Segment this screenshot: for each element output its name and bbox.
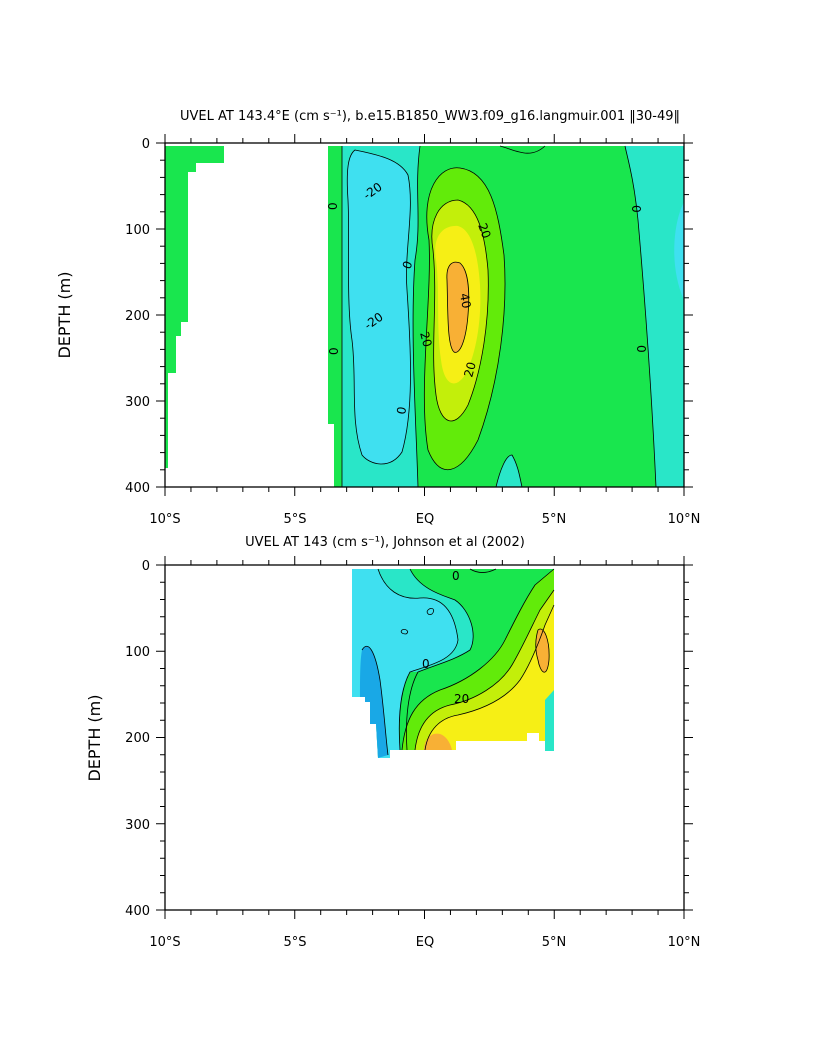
contour-line bbox=[361, 645, 389, 756]
panel-model-title: UVEL AT 143.4°E (cm s⁻¹), b.e15.B1850_WW… bbox=[180, 109, 680, 124]
x-tick-label: 5°S bbox=[283, 935, 306, 950]
y-tick-label: 200 bbox=[125, 309, 150, 324]
land-edge-fill-left bbox=[165, 146, 224, 468]
contour-label: 20 bbox=[461, 360, 478, 378]
obs-blue-core bbox=[360, 646, 388, 758]
contour-line bbox=[400, 629, 409, 635]
contour-line bbox=[346, 149, 411, 465]
panel-model-y-tick-labels: 0 100 200 300 400 bbox=[125, 137, 150, 496]
contour-line bbox=[401, 568, 555, 751]
model-cyan-east-core bbox=[674, 202, 684, 300]
panel-obs-contour-labels: 0 0 20 bbox=[422, 569, 469, 706]
contour-label: 0 bbox=[629, 205, 643, 213]
contour-label: 40 bbox=[457, 292, 473, 309]
y-tick-label: 400 bbox=[125, 904, 150, 919]
obs-pos-35 bbox=[424, 733, 452, 750]
panel-model-ticks bbox=[156, 134, 693, 496]
panel-model: UVEL AT 143.4°E (cm s⁻¹), b.e15.B1850_WW… bbox=[55, 109, 700, 527]
contour-label: 0 bbox=[326, 202, 340, 210]
contour-label: 20 bbox=[475, 221, 493, 240]
y-tick-label: 100 bbox=[125, 645, 150, 660]
contour-label: 20 bbox=[417, 330, 434, 348]
panel-obs: UVEL AT 143 (cm s⁻¹), Johnson et al (200… bbox=[85, 535, 700, 950]
contour-label: 0 bbox=[452, 569, 460, 583]
y-tick-label: 0 bbox=[142, 137, 150, 152]
contour-label: 0 bbox=[422, 657, 430, 671]
panel-obs-title: UVEL AT 143 (cm s⁻¹), Johnson et al (200… bbox=[245, 535, 525, 550]
panel-model-ylabel: DEPTH (m) bbox=[55, 271, 74, 358]
contour-line bbox=[469, 568, 497, 573]
y-tick-label: 200 bbox=[125, 731, 150, 746]
x-tick-label: 5°S bbox=[283, 512, 306, 527]
y-tick-label: 0 bbox=[142, 559, 150, 574]
contour-label: 0 bbox=[400, 259, 416, 271]
contour-label: 0 bbox=[327, 347, 341, 355]
contour-line bbox=[423, 167, 506, 470]
contour-line bbox=[535, 628, 550, 673]
y-tick-label: 300 bbox=[125, 818, 150, 833]
x-tick-label: EQ bbox=[416, 512, 434, 527]
panel-model-x-tick-labels: 10°S 5°S EQ 5°N 10°N bbox=[149, 512, 700, 527]
panel-obs-y-tick-labels: 0 100 200 300 400 bbox=[125, 559, 150, 919]
y-tick-label: 100 bbox=[125, 223, 150, 238]
contour-line bbox=[412, 145, 421, 488]
contour-line bbox=[431, 199, 489, 422]
obs-pos-35-east bbox=[535, 629, 550, 673]
contour-line bbox=[414, 589, 555, 751]
x-tick-label: EQ bbox=[416, 935, 434, 950]
contour-line bbox=[495, 454, 523, 488]
panel-obs-ticks bbox=[156, 556, 693, 919]
panel-obs-ylabel: DEPTH (m) bbox=[85, 694, 104, 781]
y-tick-label: 400 bbox=[125, 481, 150, 496]
model-cyan-east bbox=[625, 146, 684, 487]
x-tick-label: 10°S bbox=[149, 935, 180, 950]
contour-line bbox=[426, 607, 435, 615]
obs-cyan-se bbox=[545, 690, 554, 751]
contour-label: 0 bbox=[394, 406, 409, 416]
contour-line bbox=[624, 145, 657, 488]
contour-label: 20 bbox=[454, 692, 469, 706]
y-tick-label: 300 bbox=[125, 395, 150, 410]
contour-line bbox=[377, 568, 459, 751]
x-tick-label: 5°N bbox=[542, 512, 567, 527]
model-cyan-west-core bbox=[347, 150, 411, 465]
model-euc-40 bbox=[446, 262, 469, 353]
panel-model-fill bbox=[165, 145, 684, 488]
contour-line bbox=[499, 145, 546, 154]
panel-obs-fill bbox=[352, 568, 555, 758]
obs-cyan-west-2 bbox=[378, 569, 474, 672]
x-tick-label: 10°N bbox=[668, 935, 701, 950]
contour-label: 0 bbox=[634, 345, 648, 353]
x-tick-label: 5°N bbox=[542, 935, 567, 950]
contour-line bbox=[406, 568, 474, 751]
x-tick-label: 10°S bbox=[149, 512, 180, 527]
x-tick-label: 10°N bbox=[668, 512, 701, 527]
contour-line bbox=[446, 261, 470, 353]
obs-pos-30 bbox=[425, 605, 554, 751]
panel-obs-x-tick-labels: 10°S 5°S EQ 5°N 10°N bbox=[149, 935, 700, 950]
